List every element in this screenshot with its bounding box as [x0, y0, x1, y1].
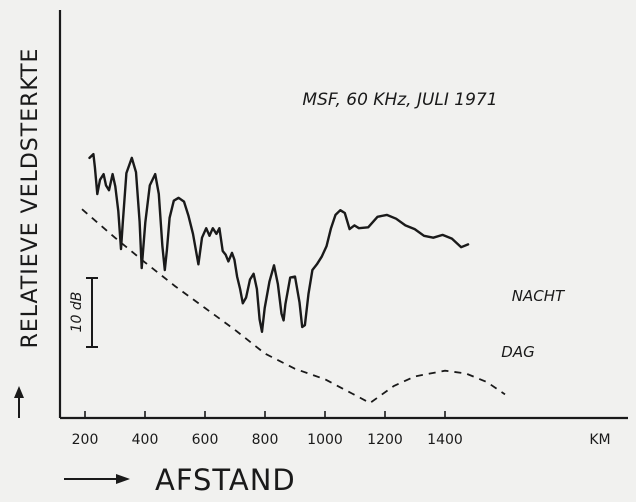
x-axis-arrow-icon	[64, 474, 130, 484]
y-axis-label: RELATIEVE VELDSTERKTE	[18, 48, 43, 349]
x-tick-label-400: 400	[132, 432, 159, 448]
scale-bar-label: 10 dB	[69, 292, 85, 333]
x-tick-label-1400: 1400	[427, 432, 463, 448]
x-tick-label-1000: 1000	[307, 432, 343, 448]
x-tick-label-800: 800	[252, 432, 279, 448]
scale-bar	[86, 277, 98, 348]
series-line-nacht	[88, 152, 470, 333]
x-axis-label: AFSTAND	[155, 463, 296, 497]
series-line-dag	[81, 208, 506, 405]
y-axis-arrow-icon	[14, 386, 24, 418]
chart-title: MSF, 60 KHz, JULI 1971	[302, 90, 497, 110]
x-ticks	[84, 411, 446, 418]
x-unit-label: KM	[589, 432, 610, 448]
x-tick-labels: 200 400 600 800 1000 1200 1400	[72, 432, 463, 448]
x-tick-label-600: 600	[192, 432, 219, 448]
x-tick-label-200: 200	[72, 432, 99, 448]
series-label-nacht: NACHT	[512, 287, 566, 305]
x-tick-label-1200: 1200	[367, 432, 403, 448]
series-label-dag: DAG	[501, 343, 534, 361]
